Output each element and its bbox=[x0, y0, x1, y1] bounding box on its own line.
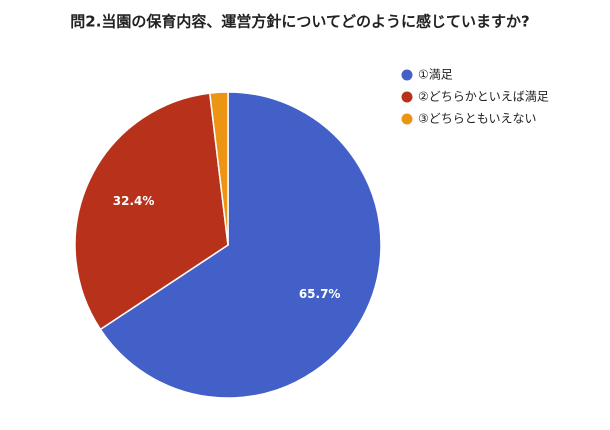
legend-swatch bbox=[401, 113, 413, 125]
pie-slice bbox=[99, 91, 382, 399]
legend-label: ①満足 bbox=[418, 68, 453, 82]
pie-slice bbox=[74, 92, 229, 331]
chart-title: 問2.当園の保育内容、運営方針についてどのように感じていますか? bbox=[70, 13, 529, 31]
pie-slice bbox=[208, 91, 229, 246]
legend-swatch bbox=[401, 69, 413, 81]
data-label: 65.7% bbox=[299, 287, 341, 301]
legend-label: ③どちらともいえない bbox=[418, 112, 537, 126]
legend-swatch bbox=[401, 91, 413, 103]
legend-label: ②どちらかといえば満足 bbox=[418, 90, 549, 104]
data-label: 32.4% bbox=[113, 194, 155, 208]
